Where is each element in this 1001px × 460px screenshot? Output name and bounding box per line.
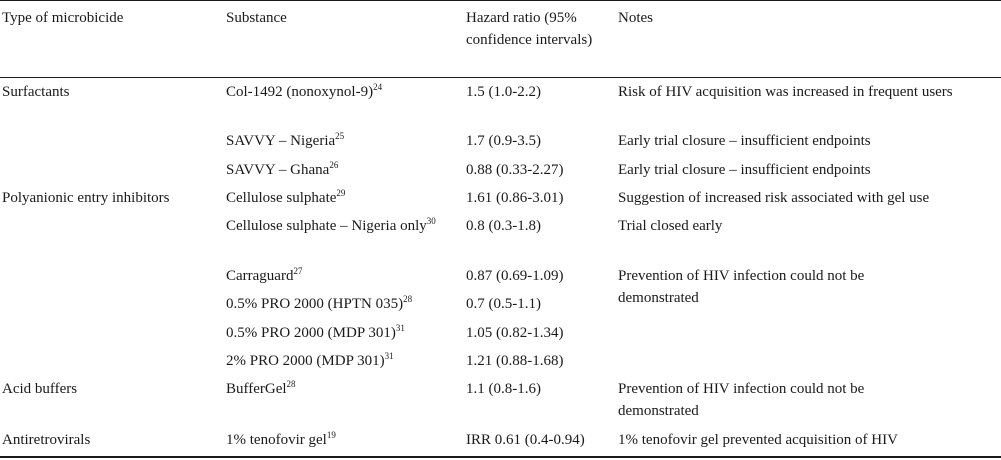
row-2-substance: SAVVY – Ghana26 <box>226 160 339 179</box>
row-8-substance: 2% PRO 2000 (MDP 301)31 <box>226 351 394 370</box>
row-7-hazard: 1.05 (0.82-1.34) <box>466 325 564 341</box>
row-1-notes: Early trial closure – insufficient endpo… <box>618 133 871 149</box>
row-9-type: Acid buffers <box>2 381 78 397</box>
row-4-notes: Trial closed early <box>618 218 723 234</box>
row-5-hazard: 0.87 (0.69-1.09) <box>466 268 564 284</box>
header-hazard-ratio: Hazard ratio (95% confidence intervals) <box>466 10 593 48</box>
row-0-notes: Risk of HIV acquisition was increased in… <box>618 84 953 100</box>
row-3-hazard: 1.61 (0.86-3.01) <box>466 190 564 206</box>
row-3-notes: Suggestion of increased risk associated … <box>618 190 930 206</box>
row-10-type: Antiretrovirals <box>2 432 91 448</box>
row-5-notes: Prevention of HIV infection could not be… <box>618 268 865 306</box>
header-notes: Notes <box>618 10 653 26</box>
row-3-substance: Cellulose sulphate29 <box>226 188 346 207</box>
row-9-notes: Prevention of HIV infection could not be… <box>618 381 865 419</box>
table-top-rule <box>0 0 1001 1</box>
row-3-type: Polyanionic entry inhibitors <box>2 190 170 206</box>
row-6-substance: 0.5% PRO 2000 (HPTN 035)28 <box>226 294 413 313</box>
table-bottom-rule <box>0 456 1001 458</box>
row-0-substance: Col-1492 (nonoxynol-9)24 <box>226 82 383 101</box>
row-10-hazard: IRR 0.61 (0.4-0.94) <box>466 432 585 448</box>
row-9-hazard: 1.1 (0.8-1.6) <box>466 381 541 397</box>
row-2-hazard: 0.88 (0.33-2.27) <box>466 162 564 178</box>
row-4-substance: Cellulose sulphate – Nigeria only30 <box>226 216 436 235</box>
header-type: Type of microbicide <box>2 10 124 26</box>
row-10-substance: 1% tenofovir gel19 <box>226 430 336 449</box>
table-header-rule <box>0 77 1001 78</box>
row-2-notes: Early trial closure – insufficient endpo… <box>618 162 871 178</box>
row-5-substance: Carraguard27 <box>226 266 303 285</box>
row-10-notes: 1% tenofovir gel prevented acquisition o… <box>618 432 898 448</box>
row-0-hazard: 1.5 (1.0-2.2) <box>466 84 541 100</box>
row-0-type: Surfactants <box>2 84 70 100</box>
row-6-hazard: 0.7 (0.5-1.1) <box>466 296 541 312</box>
header-substance: Substance <box>226 10 287 26</box>
row-8-hazard: 1.21 (0.88-1.68) <box>466 353 564 369</box>
row-4-hazard: 0.8 (0.3-1.8) <box>466 218 541 234</box>
row-1-substance: SAVVY – Nigeria25 <box>226 131 345 150</box>
row-9-substance: BufferGel28 <box>226 379 296 398</box>
row-1-hazard: 1.7 (0.9-3.5) <box>466 133 541 149</box>
row-7-substance: 0.5% PRO 2000 (MDP 301)31 <box>226 323 405 342</box>
